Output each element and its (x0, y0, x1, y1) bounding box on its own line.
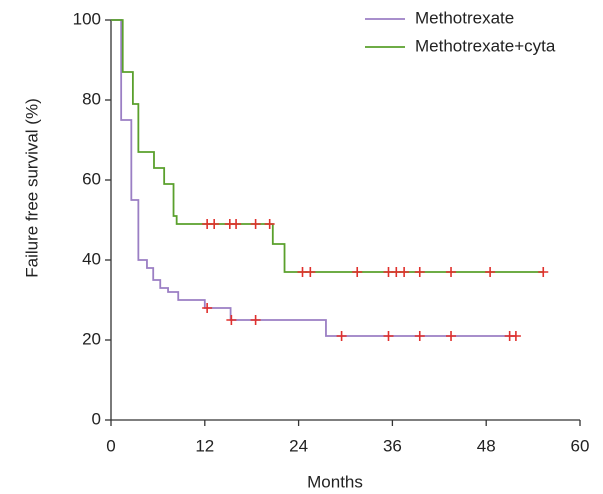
censor-mark (414, 267, 425, 277)
censor-mark (231, 219, 242, 229)
survival-line (111, 19, 544, 273)
legend-label: Methotrexate+cyta (415, 36, 556, 55)
y-tick-label: 100 (73, 9, 101, 28)
censor-mark (202, 303, 213, 313)
y-tick-label: 20 (82, 329, 101, 348)
censor-mark (305, 267, 316, 277)
censor-mark (250, 219, 261, 229)
survival-line (111, 19, 516, 337)
censor-mark (352, 267, 363, 277)
x-axis-title: Months (307, 472, 363, 491)
censor-mark (226, 315, 237, 325)
censor-mark (336, 331, 347, 341)
x-tick-label: 48 (477, 436, 496, 455)
censor-mark (250, 315, 261, 325)
x-tick-label: 36 (383, 436, 402, 455)
censor-mark (209, 219, 220, 229)
x-tick-label: 24 (289, 436, 308, 455)
x-tick-label: 60 (571, 436, 590, 455)
censor-mark (399, 267, 410, 277)
y-tick-label: 60 (82, 169, 101, 188)
censor-mark (446, 331, 457, 341)
legend-label: Methotrexate (415, 8, 514, 27)
y-axis-title: Failure free survival (%) (22, 98, 41, 278)
censor-mark (446, 267, 457, 277)
x-tick-label: 12 (195, 436, 214, 455)
y-tick-label: 0 (92, 409, 101, 428)
y-tick-label: 40 (82, 249, 101, 268)
censor-mark (264, 219, 275, 229)
censor-mark (414, 331, 425, 341)
censor-mark (383, 331, 394, 341)
x-tick-label: 0 (106, 436, 115, 455)
censor-mark (510, 331, 521, 341)
censor-mark (538, 267, 549, 277)
censor-mark (485, 267, 496, 277)
y-tick-label: 80 (82, 89, 101, 108)
